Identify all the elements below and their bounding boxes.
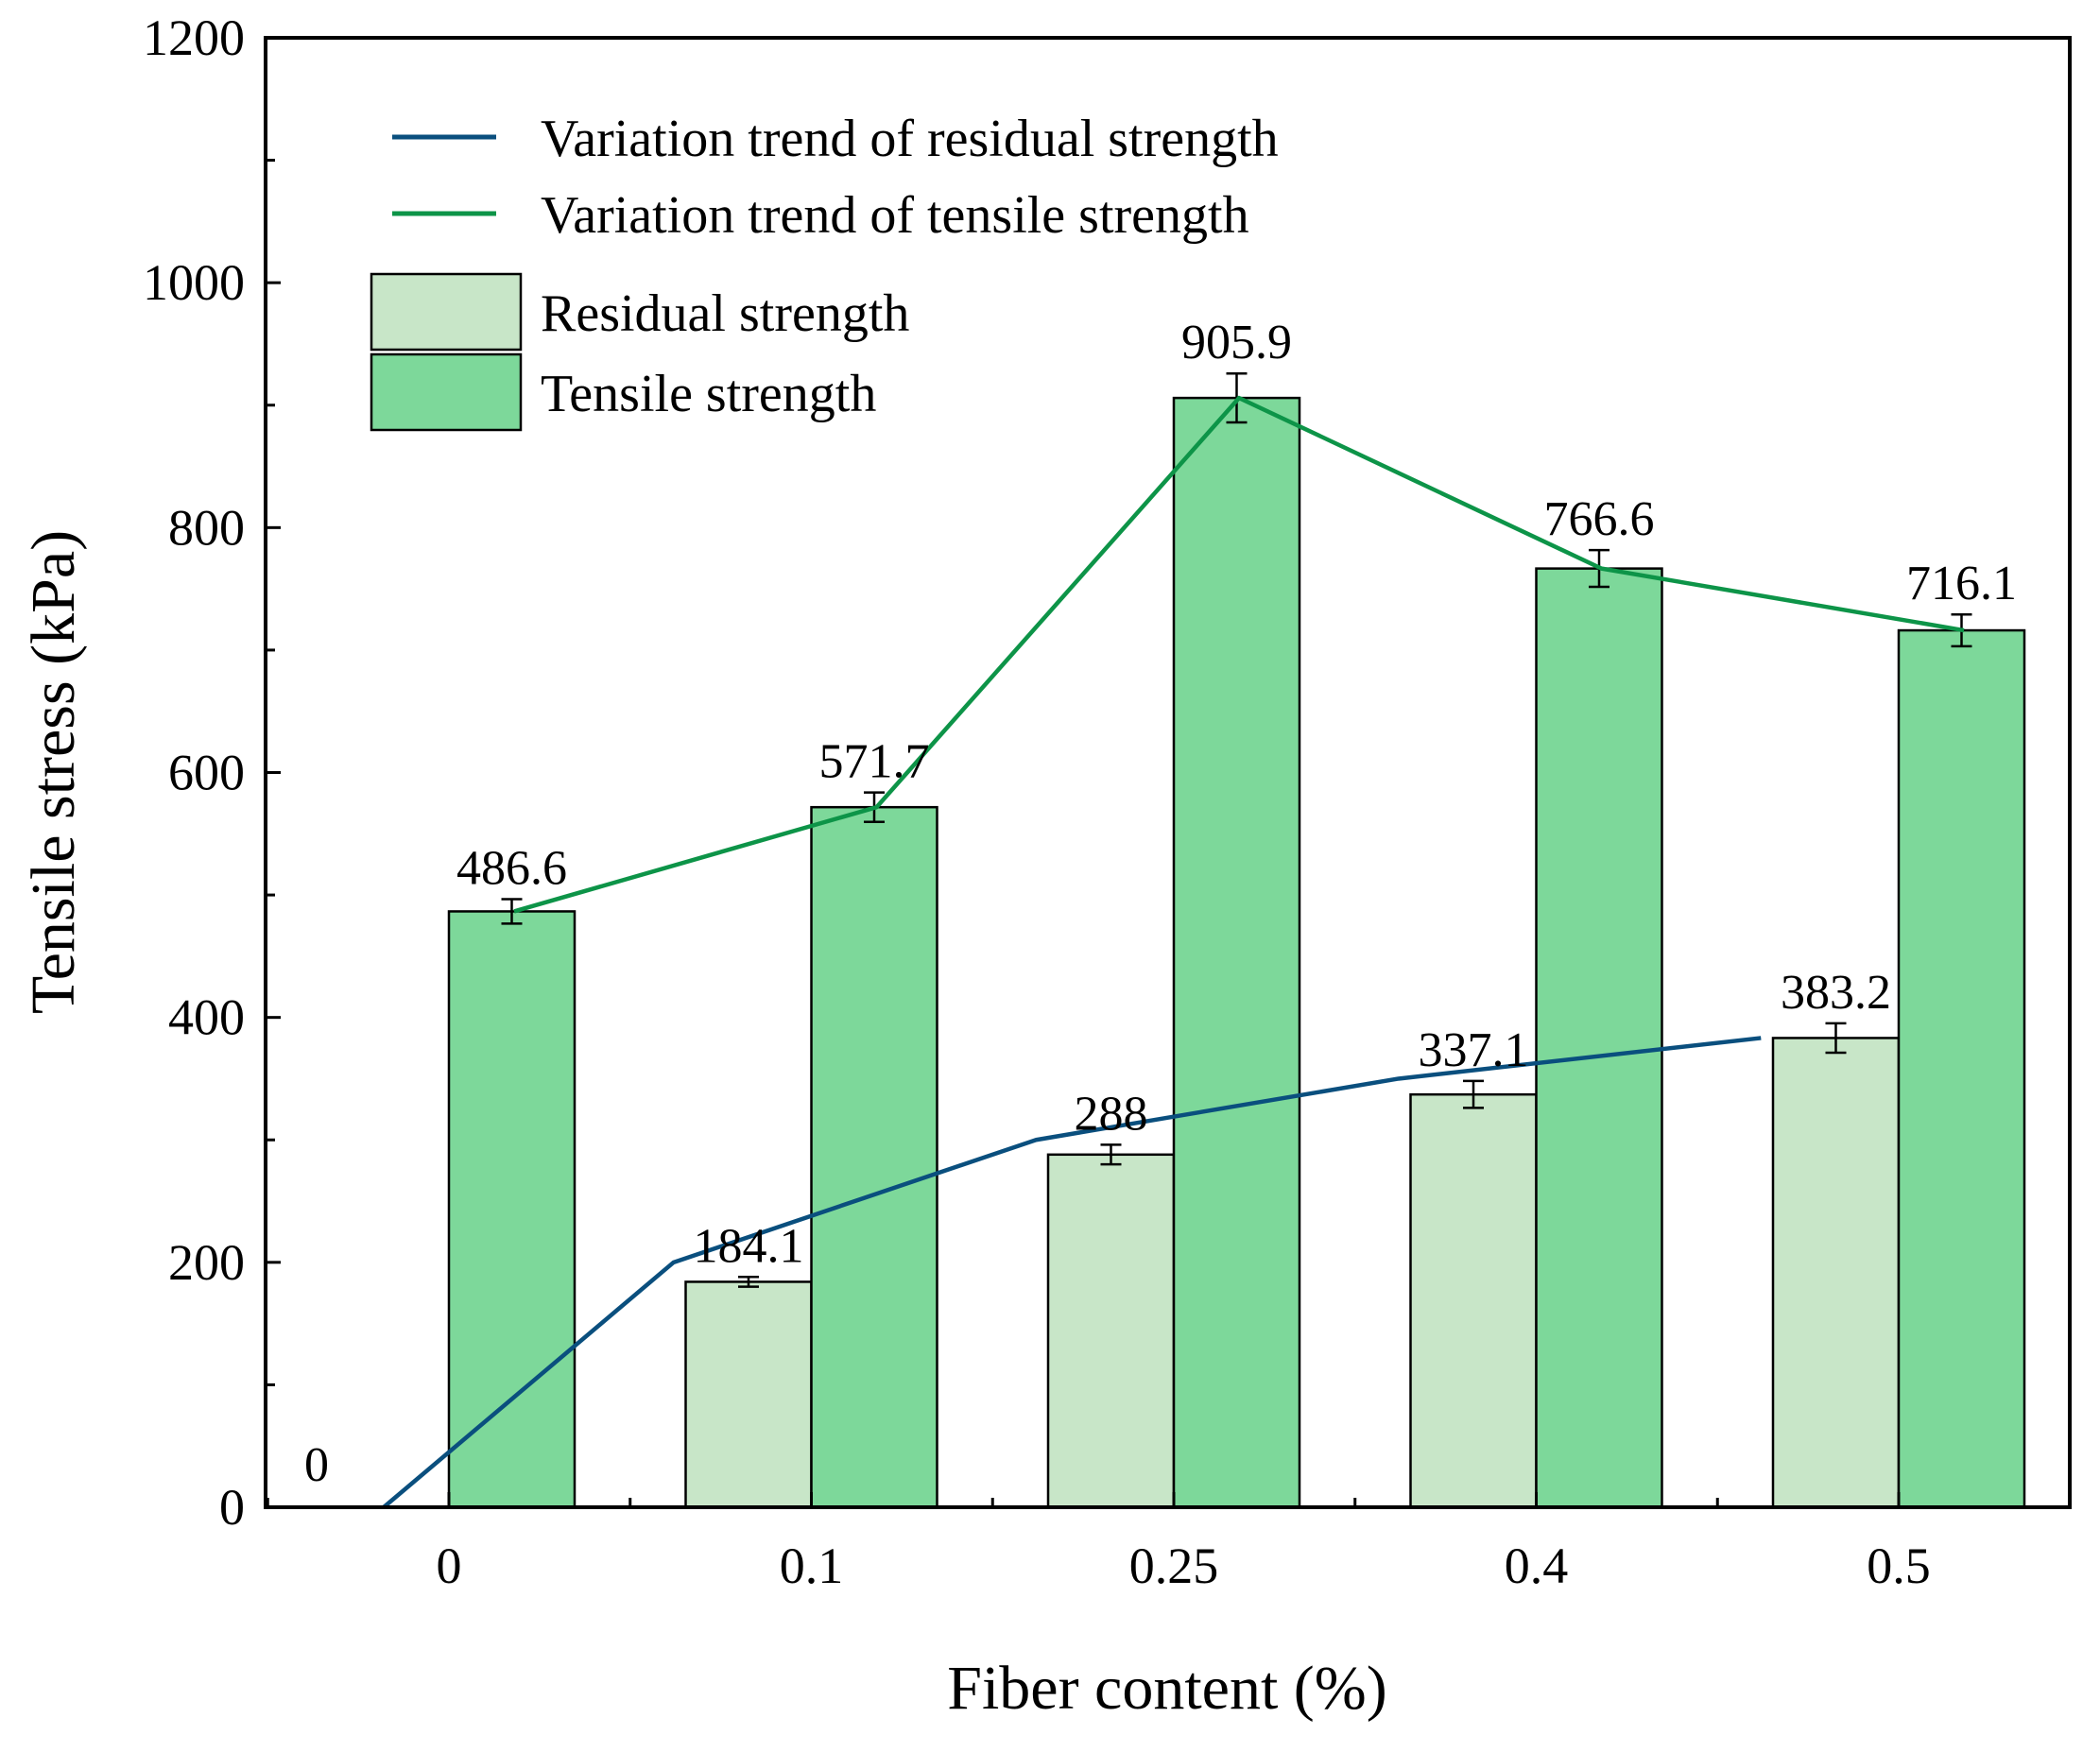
- y-tick-label: 600: [168, 745, 245, 801]
- y-tick-label: 1000: [143, 254, 245, 311]
- x-tick-label: 0.5: [1867, 1537, 1931, 1594]
- legend-box-swatch-2: [370, 272, 523, 352]
- legend-label-3: Tensile strength: [541, 365, 876, 423]
- data-label-residual-4: 383.2: [1781, 966, 1891, 1020]
- trend-line-tensile: [513, 395, 1965, 914]
- y-tick-label: 800: [168, 499, 245, 556]
- bar-tensile-2: [1172, 396, 1301, 1509]
- data-labels-layer: 0 184.1 288 337.1 383.2 486.6 571.7 905.9 766.6 7…: [304, 316, 2017, 1492]
- bar-residual-4: [1771, 1037, 1901, 1509]
- x-tick-label: 0: [437, 1537, 462, 1594]
- bar-tensile-0: [447, 910, 577, 1509]
- y-tick-label: 1200: [143, 9, 245, 66]
- y-tick-label: 200: [168, 1234, 245, 1291]
- data-label-tensile-4: 716.1: [1906, 557, 2017, 610]
- legend-label-1: Variation trend of tensile strength: [541, 186, 1249, 245]
- data-label-tensile-0: 486.6: [456, 841, 567, 895]
- data-label-residual-0: 0: [304, 1438, 329, 1492]
- legend-label-2: Residual strength: [541, 284, 909, 343]
- x-axis-label: Fiber content (%): [947, 1654, 1387, 1723]
- legend-box-swatch-3: [370, 352, 523, 432]
- data-label-residual-2: 288: [1075, 1087, 1148, 1141]
- y-tick-label: 400: [168, 989, 245, 1046]
- bar-residual-3: [1409, 1092, 1538, 1509]
- bar-tensile-1: [810, 805, 938, 1509]
- y-tick-label: 0: [219, 1479, 245, 1536]
- y-axis-label: Tensile stress (kPa): [19, 530, 88, 1014]
- data-label-tensile-1: 571.7: [819, 735, 930, 789]
- trend-lines-layer: [382, 395, 1965, 1507]
- x-tick-label: 0.25: [1129, 1537, 1219, 1594]
- bar-tensile-3: [1535, 567, 1663, 1509]
- data-label-tensile-3: 766.6: [1544, 492, 1655, 546]
- x-tick-label: 0.1: [780, 1537, 844, 1594]
- data-label-residual-3: 337.1: [1419, 1023, 1529, 1077]
- bars-layer: [447, 396, 2026, 1509]
- legend: Variation trend of residual strength Vari…: [370, 110, 1279, 432]
- data-label-residual-1: 184.1: [694, 1219, 804, 1273]
- axes-layer: 0 200 400 600 800 1000 1200 0 0.1 0.25 0.4 0.5: [143, 9, 1931, 1594]
- trend-line-residual: [382, 1036, 1762, 1507]
- data-label-tensile-2: 905.9: [1181, 316, 1292, 369]
- x-tick-label: 0.4: [1505, 1537, 1569, 1594]
- bar-residual-1: [684, 1280, 813, 1509]
- legend-label-0: Variation trend of residual strength: [541, 110, 1279, 168]
- bar-tensile-4: [1897, 628, 2026, 1509]
- bar-residual-2: [1046, 1153, 1176, 1509]
